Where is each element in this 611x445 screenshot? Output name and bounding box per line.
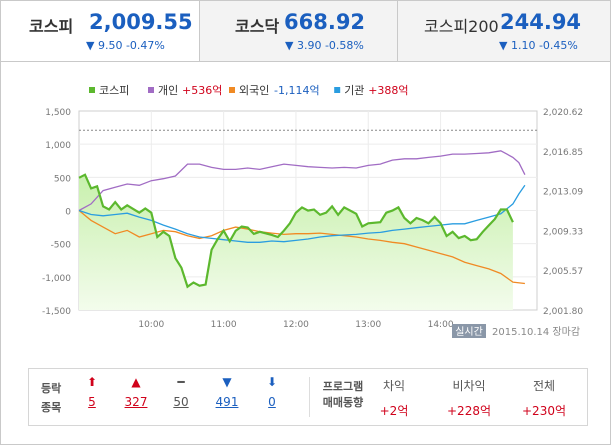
fall-icon: ▼ bbox=[222, 375, 232, 389]
y-right-tick-label: 2,001.80 bbox=[543, 307, 583, 317]
legend-amount-2: -1,114억 bbox=[274, 84, 320, 97]
upper-limit-count[interactable]: 5 bbox=[88, 395, 96, 409]
series-line-3 bbox=[78, 184, 526, 243]
series-line-1 bbox=[78, 150, 526, 212]
realtime-badge-label: 실시간 bbox=[455, 326, 483, 338]
program-total: 전체 +230억 bbox=[509, 377, 579, 419]
tab-kospi-value: 2,009.55 bbox=[89, 10, 193, 34]
program-trading-label: 프로그램 매매동향 bbox=[313, 379, 373, 411]
tab-kospi200-change: ▼ 1.10 -0.45% bbox=[499, 39, 578, 52]
y-left-tick-label: 500 bbox=[54, 174, 71, 184]
y-left-tick-label: 0 bbox=[65, 208, 71, 218]
program-non-arbitrage-head: 비차익 bbox=[452, 379, 486, 393]
updown-upper-limit: ⬆ 5 bbox=[77, 375, 107, 409]
tab-kosdaq-change: ▼ 3.90 -0.58% bbox=[285, 39, 364, 52]
program-arbitrage-value: +2억 bbox=[379, 404, 409, 418]
program-arbitrage-head: 차익 bbox=[382, 379, 406, 393]
fall-count[interactable]: 491 bbox=[215, 395, 239, 409]
program-arbitrage: 차익 +2억 bbox=[359, 377, 429, 419]
updown-rise: ▲ 327 bbox=[121, 375, 151, 409]
tab-kosdaq-value: 668.92 bbox=[284, 10, 366, 34]
updown-flat: ━ 50 bbox=[166, 375, 196, 409]
lower-limit-count[interactable]: 0 bbox=[268, 395, 276, 409]
legend-swatch-3 bbox=[334, 87, 341, 93]
session-date: 2015.10.14 장마감 bbox=[492, 326, 580, 338]
y-right-tick-label: 2,020.62 bbox=[543, 108, 583, 118]
kospi-area bbox=[79, 174, 513, 310]
program-total-value: +230억 bbox=[522, 404, 566, 418]
legend-label-0: 코스피 bbox=[99, 84, 129, 97]
rise-icon: ▲ bbox=[131, 375, 141, 389]
index-tabs: 코스피 2,009.55 ▼ 9.50 -0.47% 코스닥 668.92 ▼ … bbox=[1, 1, 610, 62]
y-right-tick-label: 2,013.09 bbox=[543, 188, 583, 198]
upper-limit-icon: ⬆ bbox=[86, 375, 98, 389]
realtime-badge bbox=[452, 324, 486, 338]
flat-icon: ━ bbox=[177, 375, 185, 389]
y-right-tick-label: 2,009.33 bbox=[543, 227, 583, 237]
x-tick-label: 13:00 bbox=[355, 320, 381, 330]
rise-count[interactable]: 327 bbox=[124, 395, 148, 409]
legend-swatch-1 bbox=[148, 87, 154, 93]
series-line-2 bbox=[78, 209, 525, 285]
y-left-tick-label: -1,500 bbox=[42, 307, 71, 317]
program-non-arbitrage-value: +228억 bbox=[447, 404, 491, 418]
x-tick-label: 11:00 bbox=[211, 320, 237, 330]
program-non-arbitrage: 비차익 +228억 bbox=[434, 377, 504, 419]
tab-kospi-name: 코스피 bbox=[29, 17, 74, 36]
y-left-tick-label: 1,000 bbox=[45, 141, 71, 151]
tab-kospi[interactable]: 코스피 2,009.55 ▼ 9.50 -0.47% bbox=[1, 1, 200, 61]
series-line-0 bbox=[78, 173, 514, 289]
legend-swatch-2 bbox=[229, 87, 235, 93]
x-tick-label: 10:00 bbox=[138, 320, 164, 330]
legend-amount-1: +536억 bbox=[182, 84, 222, 97]
y-left-tick-label: -500 bbox=[51, 241, 72, 251]
tab-kospi-change: ▼ 9.50 -0.47% bbox=[86, 39, 165, 52]
legend-label-2: 외국인 bbox=[239, 84, 269, 97]
y-right-tick-label: 2,005.57 bbox=[543, 267, 583, 277]
tab-kospi200[interactable]: 코스피200 244.94 ▼ 1.10 -0.45% bbox=[398, 1, 610, 61]
market-summary-box: 등락 종목 ⬆ 5 ▲ 327 ━ 50 ▼ 491 ⬇ 0 프로그램 매매동향… bbox=[28, 368, 588, 426]
flat-count[interactable]: 50 bbox=[173, 395, 189, 409]
tab-kospi200-name: 코스피200 bbox=[424, 17, 499, 36]
y-right-tick-label: 2,016.85 bbox=[543, 148, 583, 158]
program-label-line2: 매매동향 bbox=[322, 396, 364, 409]
updown-lower-limit: ⬇ 0 bbox=[257, 375, 287, 409]
tab-kosdaq[interactable]: 코스닥 668.92 ▼ 3.90 -0.58% bbox=[200, 1, 398, 61]
x-tick-label: 14:00 bbox=[428, 320, 454, 330]
tab-kospi200-value: 244.94 bbox=[500, 10, 582, 34]
program-total-head: 전체 bbox=[532, 379, 556, 393]
program-label-line1: 프로그램 bbox=[322, 380, 364, 393]
legend-swatch-0 bbox=[89, 87, 95, 93]
updown-label-line2: 종목 bbox=[41, 401, 62, 414]
summary-divider bbox=[309, 377, 310, 417]
intraday-chart: 코스피 개인 +536억 외국인 -1,114억 기관 +388억 1,500 1,000 500… bbox=[42, 84, 583, 338]
tab-kosdaq-name: 코스닥 bbox=[235, 17, 280, 36]
y-left-tick-label: 1,500 bbox=[45, 108, 71, 118]
updown-label-line1: 등락 bbox=[41, 382, 62, 395]
legend-label-3: 기관 bbox=[344, 84, 364, 97]
lower-limit-icon: ⬇ bbox=[266, 375, 278, 389]
updown-fall: ▼ 491 bbox=[212, 375, 242, 409]
x-tick-label: 12:00 bbox=[283, 320, 309, 330]
legend-amount-3: +388억 bbox=[368, 84, 408, 97]
y-left-tick-label: -1,000 bbox=[42, 274, 71, 284]
legend-label-1: 개인 bbox=[158, 84, 178, 97]
